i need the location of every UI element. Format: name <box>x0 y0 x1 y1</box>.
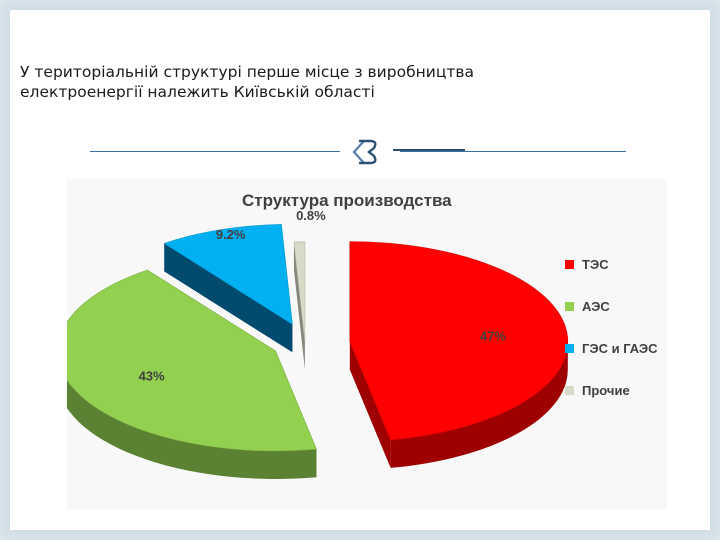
data-label: 47% <box>480 328 506 343</box>
pie-slice-прочие <box>293 241 306 342</box>
pie-slice-гэс-и-гаэс <box>163 224 293 325</box>
chart-legend: ТЭС АЭС ГЭС и ГАЭС Прочие <box>565 257 658 398</box>
slide: У територіальній структурі перше місце з… <box>10 10 710 530</box>
pie-labels: 47% 43% 9.2% 0.8% <box>139 208 507 384</box>
heading-line-1: У територіальній структурі перше місце з… <box>20 63 475 81</box>
pie-slice-side <box>390 341 568 468</box>
legend-swatch <box>565 260 574 269</box>
pie-tops <box>67 224 569 452</box>
pie-slice-аэс <box>67 269 317 452</box>
legend-swatch <box>565 386 574 395</box>
pie-slice-wall <box>164 243 293 353</box>
data-label: 9.2% <box>216 227 246 242</box>
pie-chart: Структура производства 47% 43% 9.2% 0.8% ТЭ… <box>67 191 658 479</box>
pie-slice-side <box>67 379 317 479</box>
chart-title: Структура производства <box>242 191 452 210</box>
data-label: 43% <box>139 369 165 384</box>
legend-swatch <box>565 344 574 353</box>
divider-left <box>90 151 340 152</box>
pie-slice-тэс <box>349 241 569 441</box>
quote-bracket-icon <box>352 139 377 165</box>
legend-swatch <box>565 302 574 311</box>
pie-slice-wall <box>349 341 391 468</box>
slide-heading: У територіальній структурі перше місце з… <box>20 62 620 102</box>
data-label: 0.8% <box>296 208 326 223</box>
heading-line-2: електроенергії належить Київській област… <box>20 83 375 101</box>
legend-label: ГЭС и ГАЭС <box>582 341 658 356</box>
legend-label: Прочие <box>582 383 630 398</box>
legend-label: ТЭС <box>582 257 609 272</box>
divider-accent <box>393 149 465 151</box>
legend-label: АЭС <box>582 299 610 314</box>
chart-container: Структура производства 47% 43% 9.2% 0.8% ТЭ… <box>67 179 667 510</box>
pie-slice-wall <box>293 241 305 370</box>
divider-right <box>400 151 626 152</box>
